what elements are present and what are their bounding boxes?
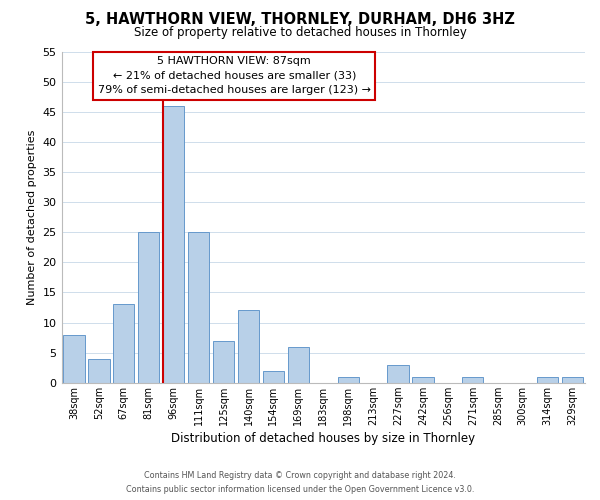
Bar [263, 370, 284, 383]
Bar [64, 334, 85, 383]
Bar [412, 377, 434, 383]
Bar [462, 377, 484, 383]
Bar [113, 304, 134, 383]
Bar [562, 377, 583, 383]
Bar [163, 106, 184, 383]
Bar [288, 346, 309, 383]
Bar [138, 232, 160, 383]
Bar [388, 364, 409, 383]
Y-axis label: Number of detached properties: Number of detached properties [27, 130, 37, 305]
Bar [213, 340, 234, 383]
Bar [88, 358, 110, 383]
Text: 5, HAWTHORN VIEW, THORNLEY, DURHAM, DH6 3HZ: 5, HAWTHORN VIEW, THORNLEY, DURHAM, DH6 … [85, 12, 515, 28]
Bar [338, 377, 359, 383]
Bar [188, 232, 209, 383]
Text: 5 HAWTHORN VIEW: 87sqm
← 21% of detached houses are smaller (33)
79% of semi-det: 5 HAWTHORN VIEW: 87sqm ← 21% of detached… [98, 56, 371, 96]
X-axis label: Distribution of detached houses by size in Thornley: Distribution of detached houses by size … [171, 432, 475, 445]
Text: Size of property relative to detached houses in Thornley: Size of property relative to detached ho… [134, 26, 466, 39]
Bar [238, 310, 259, 383]
Text: Contains HM Land Registry data © Crown copyright and database right 2024.
Contai: Contains HM Land Registry data © Crown c… [126, 472, 474, 494]
Bar [537, 377, 558, 383]
